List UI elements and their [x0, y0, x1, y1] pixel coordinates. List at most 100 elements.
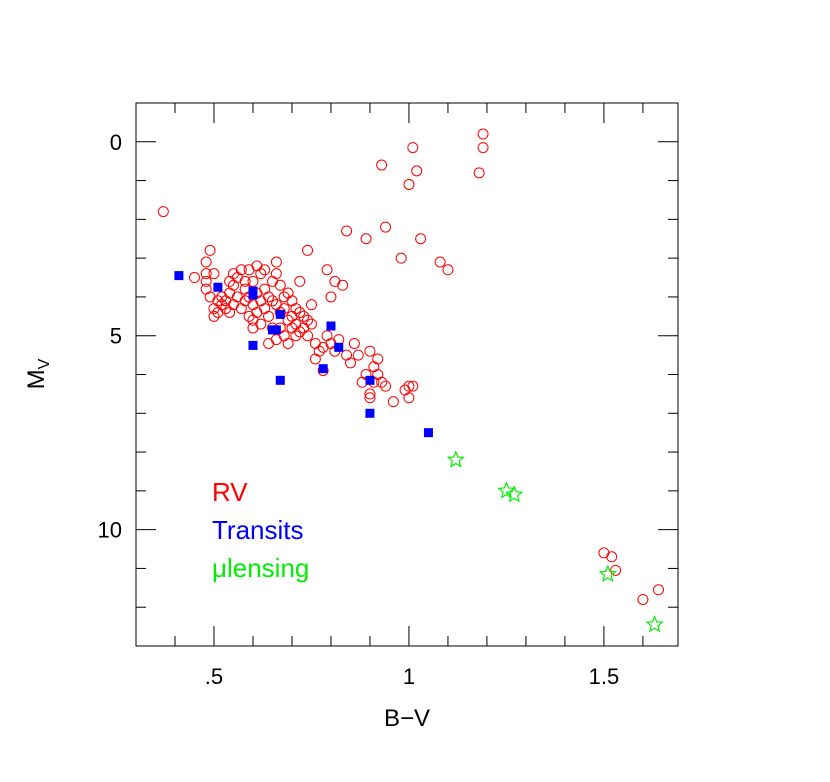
legend-entry: RV — [212, 477, 248, 507]
data-point — [434, 256, 446, 268]
data-point — [364, 345, 376, 357]
axis-ticks — [135, 102, 678, 647]
data-point — [251, 306, 263, 318]
series-1 — [174, 271, 433, 438]
data-point — [212, 295, 224, 307]
data-point — [334, 342, 344, 352]
data-point — [321, 264, 333, 276]
series-2 — [446, 450, 664, 633]
data-point — [610, 564, 622, 576]
data-point — [302, 330, 314, 342]
data-point — [200, 275, 212, 287]
data-point — [263, 310, 275, 322]
data-point — [376, 376, 388, 388]
data-point — [442, 264, 454, 276]
data-point — [259, 283, 271, 295]
data-point — [325, 291, 337, 303]
data-point — [446, 450, 465, 468]
data-point — [411, 165, 423, 177]
data-point — [248, 340, 258, 350]
svg-text:MV: MV — [23, 358, 53, 389]
data-point — [294, 306, 306, 318]
data-point — [403, 392, 415, 404]
data-point — [290, 303, 302, 315]
data-point — [247, 275, 259, 287]
y-axis-title-sub: V — [36, 358, 53, 369]
data-point — [348, 337, 360, 349]
y-tick-label: 0 — [110, 130, 122, 155]
data-point — [645, 615, 664, 633]
data-point — [235, 264, 247, 276]
data-point — [372, 353, 384, 365]
data-point — [407, 380, 419, 392]
data-point — [598, 547, 610, 559]
data-point — [598, 564, 617, 582]
data-point — [274, 279, 286, 291]
data-point — [251, 260, 263, 272]
data-point — [309, 337, 321, 349]
data-point — [275, 309, 285, 319]
data-point — [407, 142, 419, 154]
data-point — [247, 322, 259, 334]
data-point — [403, 178, 415, 190]
data-point — [305, 299, 317, 311]
data-point — [497, 481, 516, 499]
data-point — [208, 268, 220, 280]
data-point — [302, 244, 314, 256]
data-point — [263, 291, 275, 303]
data-point — [637, 593, 649, 605]
data-point — [213, 282, 223, 292]
data-point — [243, 264, 255, 276]
data-point — [326, 321, 336, 331]
data-point — [263, 337, 275, 349]
data-point — [368, 361, 380, 373]
data-point — [305, 318, 317, 330]
y-axis-title-main: M — [23, 369, 50, 389]
y-axis-title: MV — [23, 358, 53, 389]
data-point — [286, 295, 298, 307]
data-point — [227, 299, 239, 311]
data-point — [337, 279, 349, 291]
data-point — [259, 303, 271, 315]
data-point — [298, 310, 310, 322]
data-point — [200, 283, 212, 295]
data-point — [270, 334, 282, 346]
data-point — [380, 380, 392, 392]
data-point — [360, 233, 372, 245]
data-point — [200, 256, 212, 268]
data-point — [321, 330, 333, 342]
x-axis-title: B−V — [384, 705, 430, 732]
legend-entry: Transits — [212, 515, 304, 545]
data-point — [208, 310, 220, 322]
data-point — [302, 314, 314, 326]
data-point — [270, 256, 282, 268]
data-point — [352, 349, 364, 361]
data-point — [224, 287, 236, 299]
data-point — [395, 252, 407, 264]
data-point — [157, 206, 169, 218]
data-point — [364, 388, 376, 400]
data-point — [247, 299, 259, 311]
data-point — [290, 330, 302, 342]
x-tick-label: 1 — [403, 664, 415, 689]
x-tick-label: .5 — [205, 664, 223, 689]
data-point — [282, 337, 294, 349]
data-point — [216, 299, 228, 311]
data-point — [270, 268, 282, 280]
data-point — [266, 275, 278, 287]
legend: RV Transits μlensing — [212, 477, 309, 583]
axis-tick-labels: .5 1 1.5 0 5 10 — [98, 130, 620, 689]
data-point — [255, 268, 267, 280]
data-point — [365, 408, 375, 418]
data-point — [275, 375, 285, 385]
data-point — [266, 295, 278, 307]
data-point — [204, 291, 216, 303]
data-point — [505, 485, 524, 503]
data-point — [477, 142, 489, 154]
data-point — [188, 272, 200, 284]
data-point — [606, 551, 618, 563]
y-tick-label: 10 — [98, 518, 122, 543]
data-point — [364, 392, 376, 404]
data-points — [157, 128, 665, 633]
